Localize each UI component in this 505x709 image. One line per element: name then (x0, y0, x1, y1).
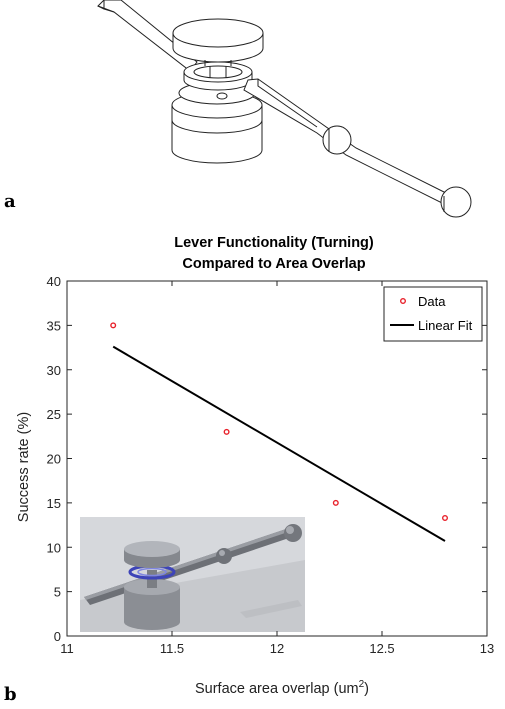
data-point (332, 499, 339, 506)
y-tick-label: 15 (47, 496, 61, 511)
inset-knuckle (216, 548, 232, 564)
x-tick-label: 11.5 (160, 641, 184, 656)
y-axis-label: Success rate (%) (16, 412, 32, 522)
chart-subtitle: Compared to Area Overlap (182, 256, 365, 272)
knuckle-sphere (322, 125, 352, 155)
x-axis-label: Surface area overlap (um2) (195, 679, 369, 697)
y-tick-label: 5 (54, 585, 61, 600)
y-tick-label: 35 (47, 318, 61, 333)
data-point (442, 514, 449, 521)
y-tick-label: 20 (47, 452, 61, 467)
x-tick-label: 13 (480, 641, 494, 656)
y-tick-label: 30 (47, 363, 61, 378)
lower-cylinder (171, 105, 263, 164)
legend-box (383, 286, 483, 342)
inset-end-knob (284, 524, 302, 542)
chart-title: Lever Functionality (Turning) (174, 235, 374, 251)
data-point (110, 322, 117, 329)
y-tick-label: 25 (47, 407, 61, 422)
legend-fit-label: Linear Fit (418, 318, 473, 333)
legend-data-marker (400, 298, 407, 305)
data-point (223, 428, 230, 435)
panel-label-a: a (4, 191, 16, 212)
y-tick-label: 0 (54, 629, 61, 644)
inset-lower-cylinder (124, 587, 180, 630)
inset-image (80, 517, 305, 632)
x-tick-label: 11 (60, 641, 74, 656)
chart: Lever Functionality (Turning) Compared t… (16, 235, 494, 697)
legend-data-label: Data (418, 294, 446, 309)
panel-label-b: b (4, 684, 17, 705)
y-tick-label: 10 (47, 540, 61, 555)
y-tick-label: 40 (47, 274, 61, 289)
end-sphere (440, 186, 472, 218)
linear-fit-line (112, 345, 446, 542)
x-tick-label: 12.5 (369, 641, 394, 656)
x-tick-label: 12 (270, 641, 284, 656)
lever-drawing (97, 0, 472, 218)
